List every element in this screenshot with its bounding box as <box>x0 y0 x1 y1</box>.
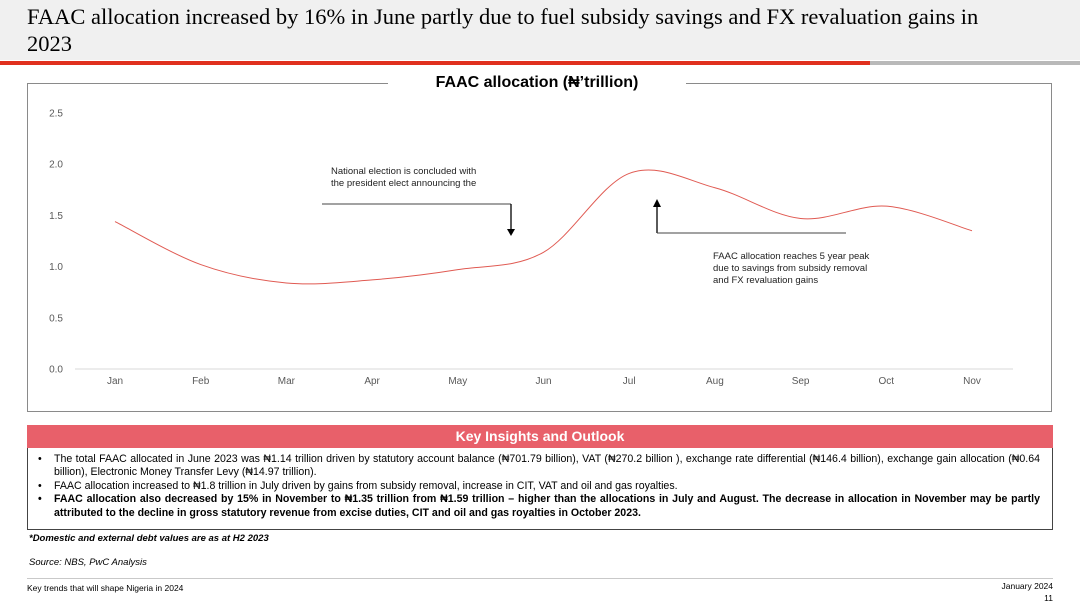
insight-bullet: FAAC allocation increased to ₦1.8 trilli… <box>38 480 1040 494</box>
grey-rule <box>870 61 1080 65</box>
y-tick-label: 0.0 <box>49 365 63 376</box>
y-tick-label: 1.5 <box>49 211 63 222</box>
y-tick-label: 1.0 <box>49 262 63 273</box>
accent-rule <box>0 61 870 65</box>
footnote: *Domestic and external debt values are a… <box>29 533 269 544</box>
x-tick-label: Jan <box>107 376 123 387</box>
x-tick-label: Jun <box>535 376 551 387</box>
insights-list: The total FAAC allocated in June 2023 wa… <box>28 448 1052 520</box>
arrow-down-icon <box>507 229 515 236</box>
arrow-up-icon <box>653 199 661 207</box>
x-tick-label: Nov <box>963 376 981 387</box>
header-band <box>0 0 1080 60</box>
x-tick-label: May <box>448 376 467 387</box>
insights-heading: Key Insights and Outlook <box>27 425 1053 448</box>
footer-divider <box>27 578 1053 579</box>
x-tick-label: Jul <box>623 376 636 387</box>
chart-title: FAAC allocation (₦’trillion) <box>388 71 686 95</box>
source-note: Source: NBS, PwC Analysis <box>29 557 147 568</box>
x-tick-label: Mar <box>278 376 296 387</box>
page-number: 11 <box>1044 593 1053 603</box>
annotation-peak-text: FAAC allocation reaches 5 year peak <box>713 251 870 262</box>
page-title: FAAC allocation increased by 16% in June… <box>27 4 979 56</box>
footer-date: January 2024 <box>1001 581 1053 591</box>
annotation-election-text: National election is concluded with <box>331 166 476 177</box>
x-tick-label: Sep <box>792 376 810 387</box>
x-tick-label: Feb <box>192 376 210 387</box>
footer-label: Key trends that will shape Nigeria in 20… <box>27 583 184 593</box>
x-tick-label: Aug <box>706 376 724 387</box>
y-tick-label: 2.5 <box>49 109 63 120</box>
x-tick-label: Oct <box>879 376 895 387</box>
insight-bullet: FAAC allocation also decreased by 15% in… <box>38 493 1040 520</box>
y-tick-label: 0.5 <box>49 313 63 324</box>
annotation-election-text: the president elect announcing the <box>331 178 476 189</box>
annotation-peak-text: due to savings from subsidy removal <box>713 263 867 274</box>
annotation-peak-text: and FX revaluation gains <box>713 275 818 286</box>
faac-series-line <box>114 169 973 285</box>
x-tick-label: Apr <box>364 376 380 387</box>
insights-box: The total FAAC allocated in June 2023 wa… <box>27 448 1053 530</box>
y-tick-label: 2.0 <box>49 160 63 171</box>
insight-bullet: The total FAAC allocated in June 2023 wa… <box>38 453 1040 480</box>
